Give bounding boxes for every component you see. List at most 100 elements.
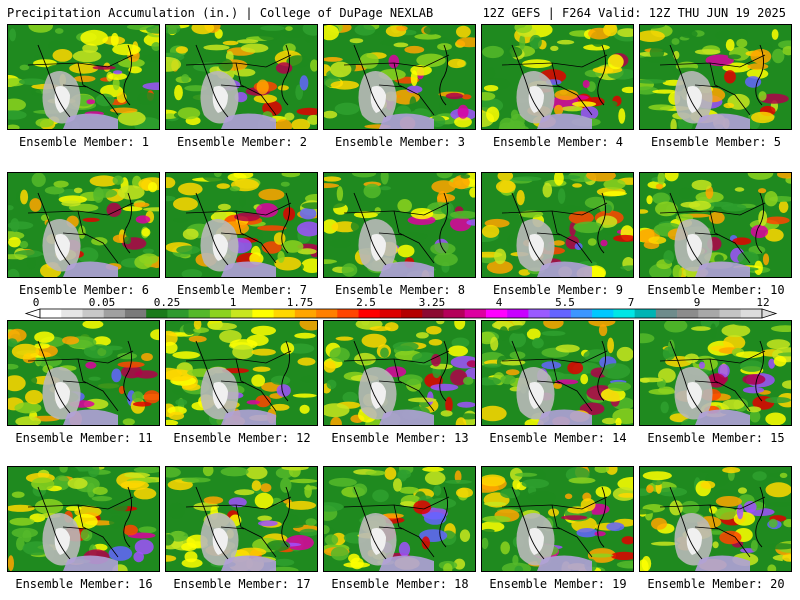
colorbar-swatch [464, 309, 487, 318]
colorbar-swatch [103, 309, 126, 318]
colorbar-swatch [443, 309, 466, 318]
colorbar-swatch [231, 309, 253, 318]
colorbar-swatch [401, 309, 423, 318]
precipitation-map [640, 25, 791, 129]
ensemble-member-label: Ensemble Member: 13 [331, 431, 469, 445]
ensemble-member-label: Ensemble Member: 2 [176, 135, 308, 149]
colorbar-tick-label: 0.05 [89, 296, 116, 309]
precipitation-map [482, 467, 633, 571]
colorbar-tick-label: 1.75 [287, 296, 314, 309]
colorbar-tick-label: 12 [756, 296, 769, 309]
colorbar-swatch [719, 309, 742, 318]
ensemble-member-label: Ensemble Member: 9 [492, 283, 624, 297]
colorbar-swatch [655, 309, 678, 318]
ensemble-member-map [165, 466, 318, 572]
ensemble-member-map [481, 466, 634, 572]
precipitation-map [640, 321, 791, 425]
ensemble-member-label: Ensemble Member: 8 [334, 283, 466, 297]
colorbar-swatch [82, 309, 105, 318]
precipitation-map [324, 467, 475, 571]
colorbar-min-arrow [24, 308, 41, 319]
model-run-info: 12Z GEFS | F264 Valid: 12Z THU JUN 19 20… [482, 6, 786, 20]
ensemble-member-map [481, 24, 634, 130]
ensemble-member-map [639, 466, 792, 572]
colorbar-swatch [124, 309, 147, 318]
colorbar-swatch [570, 309, 593, 318]
precipitation-map [482, 321, 633, 425]
ensemble-member-map [7, 466, 160, 572]
colorbar-tick-label: 0.25 [154, 296, 181, 309]
ensemble-member-map [323, 466, 476, 572]
ensemble-member-map [323, 172, 476, 278]
colorbar-swatch [549, 309, 572, 318]
ensemble-member-map [165, 24, 318, 130]
ensemble-member-map [481, 172, 634, 278]
precipitation-map [324, 321, 475, 425]
ensemble-member-map [639, 24, 792, 130]
ensemble-member-label: Ensemble Member: 4 [492, 135, 624, 149]
colorbar-swatch [507, 309, 529, 318]
ensemble-member-map [165, 172, 318, 278]
precipitation-map [8, 25, 159, 129]
ensemble-member-map [481, 320, 634, 426]
colorbar-tick-label: 1 [230, 296, 237, 309]
ensemble-member-map [7, 172, 160, 278]
ensemble-member-map [165, 320, 318, 426]
colorbar-tick-label: 3.25 [419, 296, 446, 309]
precipitation-colorbar: 0 0.05 0.25 1 1.75 2.5 3.25 4 5.5 7 9 12 [0, 296, 800, 320]
colorbar-graphic: 0 0.05 0.25 1 1.75 2.5 3.25 4 5.5 7 9 12 [24, 296, 778, 319]
colorbar-max-arrow [761, 308, 778, 319]
colorbar-swatch [379, 309, 402, 318]
colorbar-tick-label: 2.5 [356, 296, 376, 309]
colorbar-swatch [61, 309, 83, 318]
colorbar-swatch [294, 309, 317, 318]
ensemble-member-label: Ensemble Member: 19 [489, 577, 627, 591]
colorbar-swatch [273, 309, 296, 318]
precipitation-map [8, 173, 159, 277]
precipitation-map [8, 467, 159, 571]
ensemble-member-label: Ensemble Member: 7 [176, 283, 308, 297]
ensemble-member-label: Ensemble Member: 3 [334, 135, 466, 149]
header: Precipitation Accumulation (in.) | Colle… [0, 0, 800, 22]
colorbar-swatch [209, 309, 232, 318]
colorbar-tick-label: 0 [33, 296, 40, 309]
colorbar-swatch [40, 309, 62, 318]
precipitation-map [166, 321, 317, 425]
precipitation-map [8, 321, 159, 425]
ensemble-member-label: Ensemble Member: 5 [650, 135, 782, 149]
precipitation-map [640, 173, 791, 277]
colorbar-tick-label: 7 [628, 296, 635, 309]
ensemble-member-label: Ensemble Member: 14 [489, 431, 627, 445]
ensemble-member-map [323, 24, 476, 130]
precipitation-map [640, 467, 791, 571]
precipitation-map [166, 467, 317, 571]
ensemble-member-label: Ensemble Member: 18 [331, 577, 469, 591]
precipitation-map [324, 173, 475, 277]
colorbar-swatch [252, 309, 274, 318]
ensemble-member-map [639, 320, 792, 426]
ensemble-member-label: Ensemble Member: 12 [173, 431, 311, 445]
colorbar-swatch [677, 309, 699, 318]
colorbar-swatch [337, 309, 359, 318]
colorbar-swatch [485, 309, 508, 318]
ensemble-member-label: Ensemble Member: 11 [15, 431, 153, 445]
colorbar-swatch [316, 309, 338, 318]
colorbar-swatch [613, 309, 635, 318]
precipitation-map [166, 173, 317, 277]
ensemble-member-map [7, 320, 160, 426]
ensemble-member-label: Ensemble Member: 6 [18, 283, 150, 297]
ensemble-member-label: Ensemble Member: 15 [647, 431, 785, 445]
colorbar-swatch [167, 309, 189, 318]
ensemble-member-label: Ensemble Member: 20 [647, 577, 785, 591]
ensemble-member-map [323, 320, 476, 426]
ensemble-member-label: Ensemble Member: 16 [15, 577, 153, 591]
ensemble-member-label: Ensemble Member: 1 [18, 135, 150, 149]
colorbar-swatch [740, 309, 763, 318]
colorbar-swatch [358, 309, 381, 318]
colorbar-swatch [146, 309, 168, 318]
precipitation-map [482, 25, 633, 129]
ensemble-member-map [7, 24, 160, 130]
colorbar-swatch [528, 309, 550, 318]
precipitation-map [482, 173, 633, 277]
